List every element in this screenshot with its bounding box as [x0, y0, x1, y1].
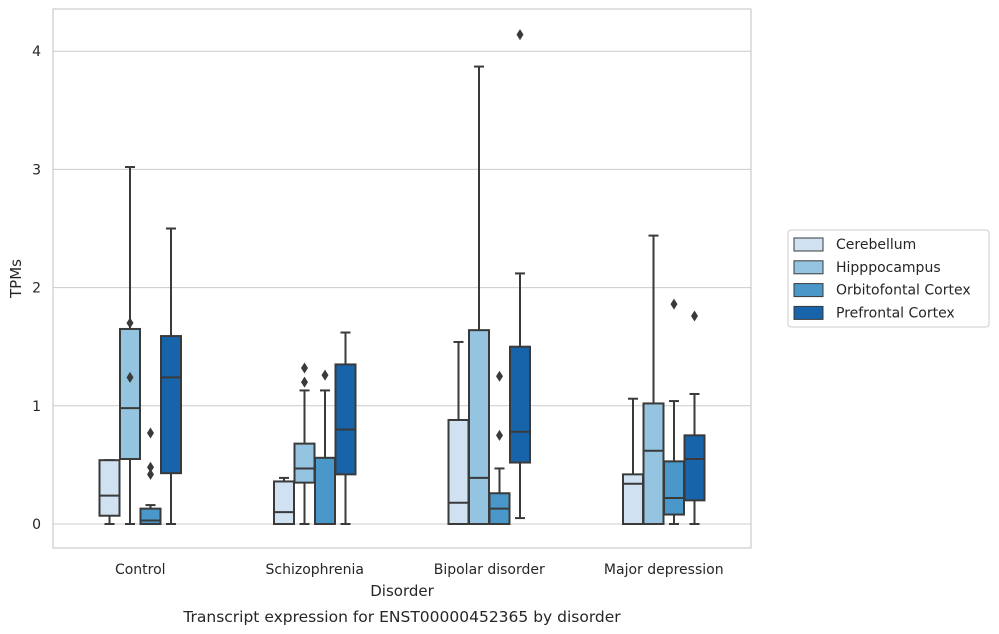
box-iqr: [293, 442, 316, 484]
box-hipppocampus: [642, 234, 665, 526]
box-prefrontal-cortex: [509, 29, 531, 520]
legend-label: Orbitofontal Cortex: [836, 283, 971, 299]
legend-frame: [787, 229, 990, 328]
box-orbitofontal-cortex: [139, 427, 162, 526]
box-cerebellum: [98, 459, 121, 525]
x-tick-label: Control: [115, 562, 166, 578]
outlier-point: [301, 376, 308, 388]
box-iqr: [509, 345, 531, 464]
box-cerebellum: [622, 397, 644, 525]
plot-frame: [52, 8, 752, 549]
outlier-point: [516, 29, 524, 41]
legend-label: Prefrontal Cortex: [836, 305, 955, 321]
box-iqr: [139, 507, 162, 526]
y-tick-label: 1: [32, 399, 41, 415]
box-hipppocampus: [468, 65, 490, 526]
box-cerebellum: [273, 476, 295, 525]
box-hipppocampus: [293, 362, 316, 525]
chart-caption: Transcript expression for ENST0000045236…: [182, 608, 621, 626]
box-iqr: [119, 327, 141, 460]
box-prefrontal-cortex: [160, 227, 182, 525]
outlier-point: [301, 362, 308, 374]
legend: Cerebellum Hipppocampus Orbitofontal Corte…: [787, 229, 990, 328]
box-iqr: [663, 460, 685, 516]
outlier-point: [147, 427, 154, 439]
outlier-point: [126, 371, 134, 383]
legend-swatch: [793, 305, 824, 320]
box-iqr: [160, 335, 182, 475]
legend-label: Hipppocampus: [836, 260, 941, 276]
box-iqr: [98, 459, 121, 517]
outlier-point: [147, 468, 154, 480]
legend-swatch: [793, 260, 824, 275]
y-tick-label: 0: [32, 517, 41, 533]
y-axis-label: TPMs: [7, 259, 25, 299]
box-prefrontal-cortex: [683, 310, 706, 525]
legend-item: Prefrontal Cortex: [793, 305, 955, 321]
box-orbitofontal-cortex: [663, 298, 685, 525]
x-axis-label: Disorder: [370, 582, 434, 600]
outlier-point: [691, 310, 698, 322]
box-iqr: [468, 329, 490, 526]
outlier-point: [126, 317, 134, 329]
outlier-point: [496, 429, 503, 441]
outlier-point: [670, 298, 678, 310]
x-tick-label: Major depression: [604, 562, 724, 578]
box-iqr: [314, 456, 336, 526]
y-tick-label: 4: [32, 44, 41, 60]
box-iqr: [334, 363, 357, 476]
box-iqr: [642, 402, 665, 526]
y-tick-label: 3: [32, 162, 41, 178]
x-tick-label: Schizophrenia: [266, 562, 364, 578]
box-prefrontal-cortex: [334, 331, 357, 525]
outlier-point: [496, 370, 503, 382]
box-iqr: [273, 480, 295, 525]
box-cerebellum: [447, 340, 470, 526]
y-tick-labels: 0 1 2 3 4: [32, 44, 41, 533]
box-iqr: [622, 473, 644, 525]
legend-item: Orbitofontal Cortex: [793, 283, 971, 299]
outlier-point: [321, 369, 329, 381]
x-tick-label: Bipolar disorder: [434, 562, 545, 578]
box-orbitofontal-cortex: [488, 370, 511, 526]
y-tick-label: 2: [32, 281, 41, 297]
box-iqr: [447, 418, 470, 526]
box-iqr: [683, 434, 706, 502]
legend-swatch: [793, 237, 824, 252]
x-tick-labels: Control Schizophrenia Bipolar disorder Majo…: [115, 562, 724, 578]
legend-label: Cerebellum: [836, 237, 916, 253]
box-hipppocampus: [119, 166, 141, 525]
legend-item: Cerebellum: [793, 237, 916, 253]
outlier-point: [147, 461, 154, 473]
legend-swatch: [793, 283, 824, 298]
boxes-layer: [98, 29, 706, 526]
box-orbitofontal-cortex: [314, 369, 336, 526]
legend-item: Hipppocampus: [793, 260, 941, 276]
